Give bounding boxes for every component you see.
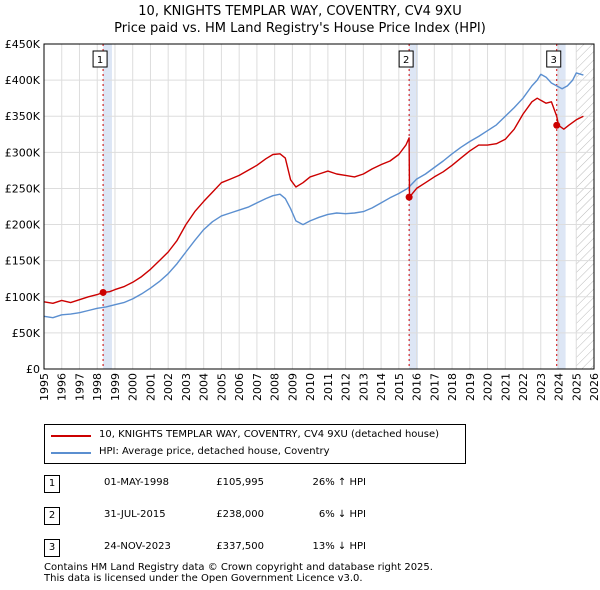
x-tick-label: 2000	[127, 373, 140, 401]
sale-hpi-diff: 26% ↑ HPI	[312, 477, 366, 488]
y-tick-label: £200K	[5, 219, 41, 232]
sale-band	[103, 44, 112, 369]
x-tick-label: 1995	[38, 373, 51, 401]
plot-area	[44, 44, 594, 369]
sale-label-text: 1	[97, 55, 103, 66]
sale-point	[99, 288, 107, 296]
x-tick-label: 2011	[322, 373, 335, 401]
x-tick-label: 2004	[198, 373, 211, 401]
chart-subtitle: Price paid vs. HM Land Registry's House …	[114, 21, 486, 36]
x-tick-label: 2002	[162, 373, 175, 401]
y-tick-label: £0	[26, 363, 40, 376]
legend-swatch-hpi	[51, 452, 91, 454]
footer-licence: This data is licensed under the Open Gov…	[44, 573, 363, 584]
sale-band	[409, 44, 418, 369]
sale-label-text: 3	[551, 55, 557, 66]
sale-hpi-diff: 13% ↓ HPI	[312, 541, 366, 552]
x-tick-label: 2024	[553, 373, 566, 401]
y-tick-label: £250K	[5, 182, 41, 195]
sale-price: £105,995	[216, 477, 264, 488]
x-tick-label: 2014	[375, 373, 388, 401]
x-tick-label: 2001	[144, 373, 157, 401]
x-tick-label: 2013	[357, 373, 370, 401]
x-tick-label: 2009	[286, 373, 299, 401]
sale-number-badge: 2	[44, 507, 60, 525]
property-price-line	[43, 97, 584, 304]
sale-date: 24-NOV-2023	[104, 541, 171, 552]
x-tick-label: 1999	[109, 373, 122, 401]
x-tick-label: 2020	[482, 373, 495, 401]
legend-label-hpi: HPI: Average price, detached house, Cove…	[99, 446, 330, 457]
legend-label-property: 10, KNIGHTS TEMPLAR WAY, COVENTRY, CV4 9…	[99, 429, 439, 440]
price-chart: 1 2 3 £0 £50K £100K £150K £200K £250K £300K £350K £…	[5, 38, 600, 401]
x-tick-label: 2023	[535, 373, 548, 401]
sale-point	[405, 193, 413, 201]
x-tick-label: 2018	[446, 373, 459, 401]
x-tick-label: 2019	[464, 373, 477, 401]
x-tick-label: 2012	[340, 373, 353, 401]
x-tick-label: 2003	[180, 373, 193, 401]
y-tick-label: £400K	[5, 74, 41, 87]
x-tick-label: 1996	[56, 373, 69, 401]
sale-point	[553, 121, 561, 129]
sale-date: 31-JUL-2015	[104, 509, 166, 520]
x-tick-label: 2005	[215, 373, 228, 401]
x-tick-label: 2006	[233, 373, 246, 401]
x-tick-label: 2021	[499, 373, 512, 401]
x-tick-label: 2026	[588, 373, 600, 401]
y-tick-label: £100K	[5, 291, 41, 304]
x-tick-label: 2017	[428, 373, 441, 401]
chart-title: 10, KNIGHTS TEMPLAR WAY, COVENTRY, CV4 9…	[138, 4, 462, 19]
y-tick-label: £150K	[5, 255, 41, 268]
sale-hpi-diff: 6% ↓ HPI	[318, 509, 366, 520]
y-tick-label: £350K	[5, 110, 41, 123]
sale-price: £238,000	[216, 509, 264, 520]
x-tick-label: 2025	[570, 373, 583, 401]
x-tick-label: 2010	[304, 373, 317, 401]
legend: 10, KNIGHTS TEMPLAR WAY, COVENTRY, CV4 9…	[44, 424, 466, 464]
sale-band	[556, 44, 566, 369]
footer-copyright: Contains HM Land Registry data © Crown c…	[44, 562, 433, 573]
y-tick-label: £300K	[5, 146, 41, 159]
sale-label-box	[398, 50, 414, 68]
plot-border	[43, 43, 595, 370]
x-tick-label: 2008	[269, 373, 282, 401]
hpi-line	[43, 72, 584, 319]
x-tick-label: 2022	[517, 373, 530, 401]
x-tick-label: 1997	[73, 373, 86, 401]
x-tick-label: 2007	[251, 373, 264, 401]
y-tick-label: £450K	[5, 38, 41, 51]
sale-price: £337,500	[216, 541, 264, 552]
legend-swatch-property	[51, 435, 91, 437]
sale-label-box	[92, 50, 108, 68]
sale-number-badge: 3	[44, 539, 60, 557]
x-tick-label: 2016	[411, 373, 424, 401]
future-shading	[576, 44, 594, 369]
sale-date: 01-MAY-1998	[104, 477, 170, 488]
y-tick-label: £50K	[12, 327, 41, 340]
sale-label-text: 2	[403, 55, 409, 66]
x-tick-label: 2015	[393, 373, 406, 401]
x-tick-label: 1998	[91, 373, 104, 401]
sale-number-badge: 1	[44, 475, 60, 493]
sale-label-box	[546, 50, 562, 68]
